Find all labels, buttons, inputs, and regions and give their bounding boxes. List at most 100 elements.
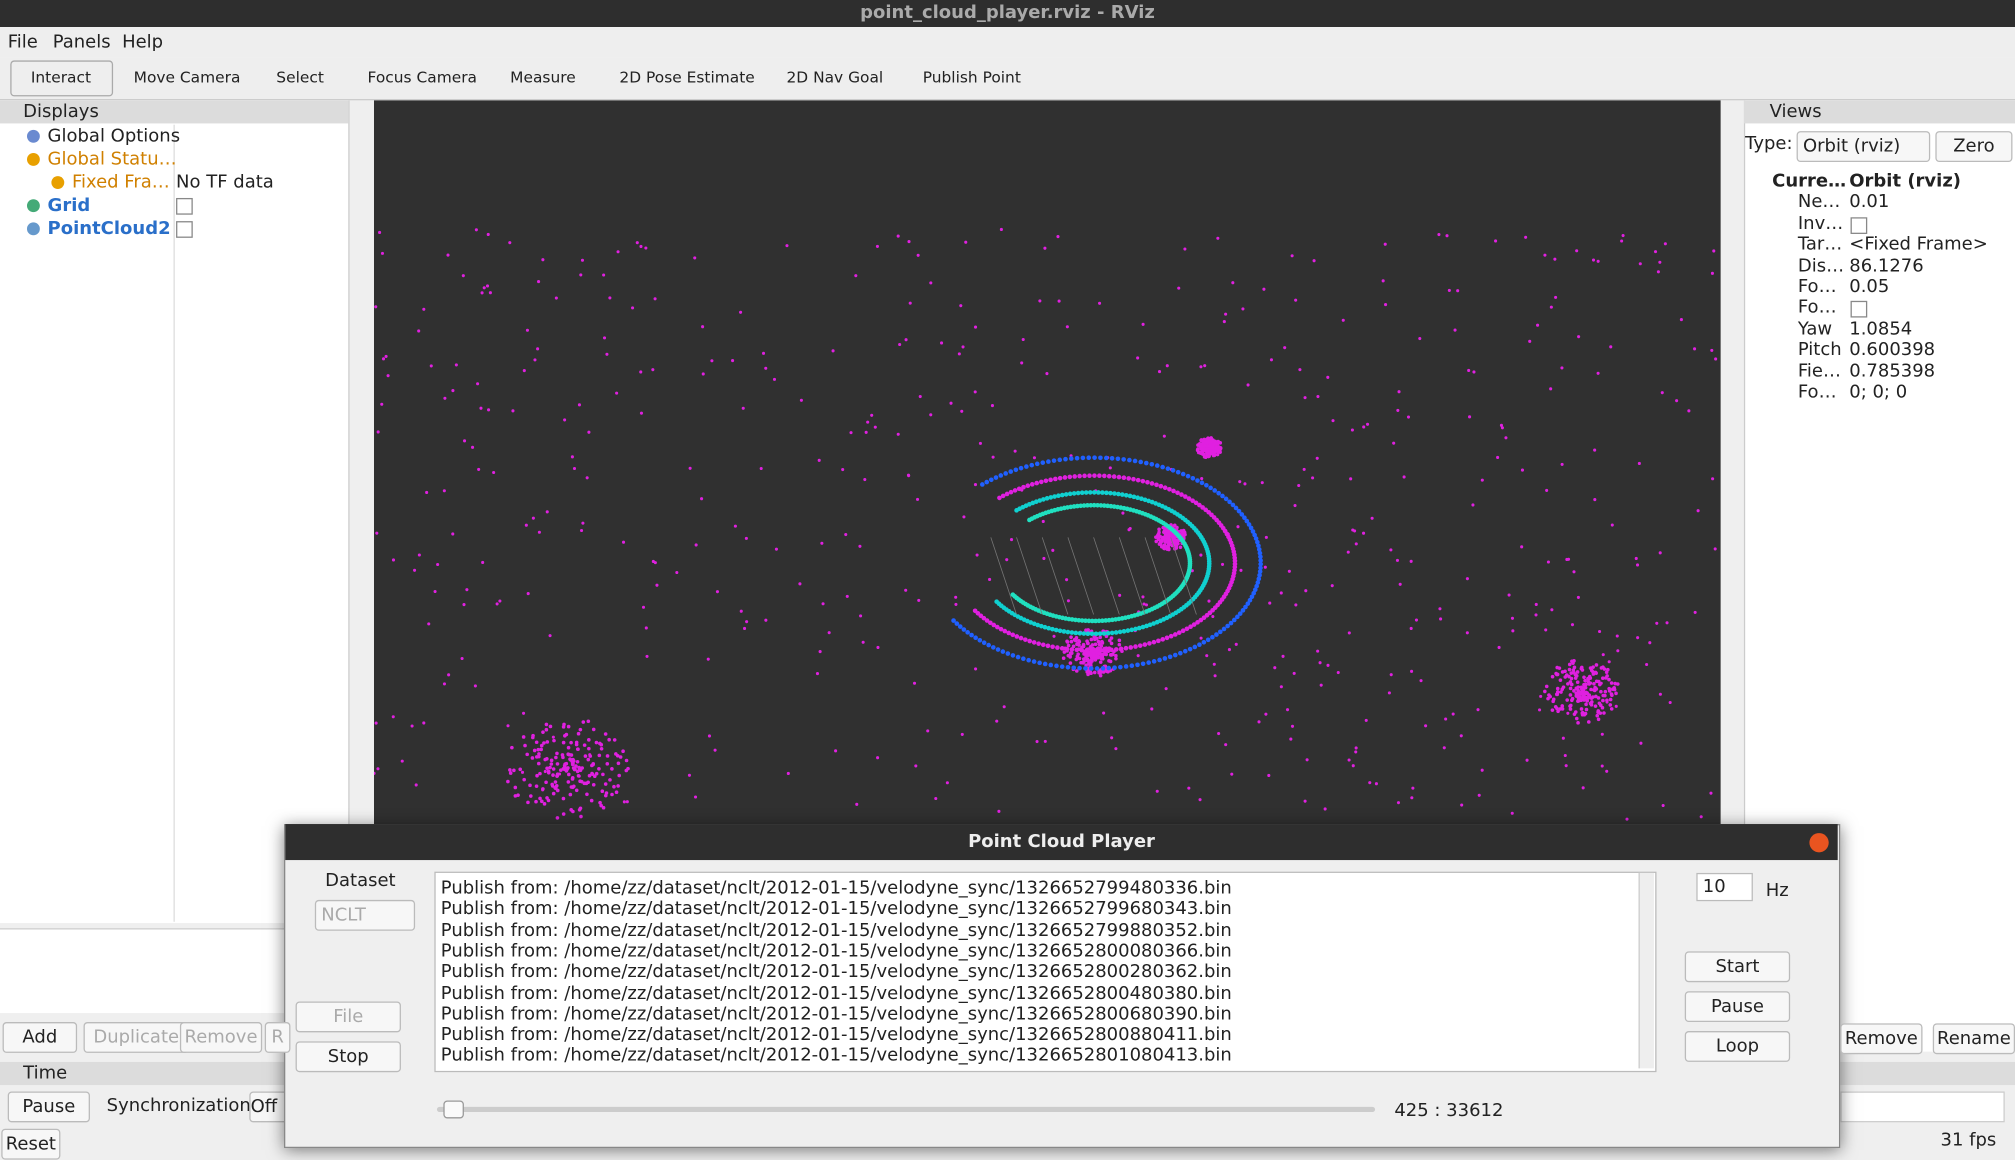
- cloud-point: [1008, 489, 1014, 495]
- checkbox[interactable]: [1850, 217, 1868, 234]
- tool-button[interactable]: Publish Point: [922, 68, 1021, 87]
- cloud-point: [1199, 442, 1204, 447]
- dataset-dropdown[interactable]: NCLT: [314, 899, 416, 931]
- type-dropdown[interactable]: Orbit (rviz): [1796, 131, 1931, 162]
- menu-item[interactable]: Panels: [52, 32, 111, 53]
- property-label[interactable]: Fo…: [1797, 276, 1837, 297]
- cloud-point: [1081, 642, 1086, 647]
- cloud-point: [1544, 628, 1548, 632]
- view-button[interactable]: Remove: [1840, 1023, 1923, 1055]
- property-label[interactable]: Tar…: [1797, 234, 1843, 255]
- scrollbar[interactable]: [1638, 872, 1654, 1069]
- cloud-point: [553, 780, 558, 784]
- display-button[interactable]: Remove: [179, 1022, 263, 1053]
- rate-spinbox[interactable]: 10: [1696, 872, 1753, 902]
- cloud-point: [969, 632, 974, 638]
- cloud-point: [1576, 595, 1580, 599]
- control-button[interactable]: Loop: [1684, 1031, 1791, 1062]
- menu-item[interactable]: Help: [122, 32, 164, 53]
- cloud-point: [1220, 562, 1225, 566]
- property-label[interactable]: Dis…: [1797, 255, 1845, 276]
- control-button[interactable]: Start: [1684, 951, 1791, 983]
- cloud-point: [1096, 639, 1101, 644]
- cloud-point: [1069, 630, 1075, 635]
- property-label[interactable]: Fo…: [1797, 297, 1837, 319]
- cloud-point: [1129, 663, 1135, 669]
- cloud-point: [542, 802, 547, 806]
- display-button[interactable]: Add: [2, 1022, 78, 1053]
- cloud-point: [1038, 299, 1042, 303]
- cloud-point: [534, 740, 539, 745]
- tool-button[interactable]: Select: [276, 68, 324, 87]
- cloud-point: [1298, 368, 1302, 372]
- tool-button[interactable]: Focus Camera: [367, 68, 478, 87]
- tree-icon: [26, 129, 40, 143]
- view-button[interactable]: Rename: [1932, 1023, 2015, 1055]
- progress-slider[interactable]: [436, 1106, 1376, 1113]
- property-label[interactable]: Inv…: [1797, 213, 1844, 234]
- property-label[interactable]: Yaw: [1797, 318, 1833, 340]
- display-label[interactable]: PointCloud2: [47, 218, 171, 240]
- slider-handle[interactable]: [443, 1100, 464, 1119]
- cloud-point: [631, 306, 635, 310]
- display-label[interactable]: Fixed Fra…: [71, 172, 170, 193]
- cloud-point: [1543, 253, 1547, 257]
- display-label[interactable]: Global Options: [47, 125, 181, 147]
- cloud-point: [1192, 644, 1198, 650]
- property-label[interactable]: Fie…: [1797, 360, 1841, 382]
- cloud-point: [616, 250, 620, 254]
- cloud-point: [1010, 592, 1016, 597]
- cloud-point: [1132, 458, 1138, 464]
- zero-button[interactable]: Zero: [1935, 131, 2013, 162]
- cloud-point: [1222, 320, 1226, 324]
- menu-item[interactable]: File: [7, 32, 38, 53]
- property-label[interactable]: Pitch: [1797, 339, 1842, 361]
- display-button[interactable]: Duplicate: [83, 1022, 189, 1053]
- stop-button[interactable]: Stop: [295, 1041, 401, 1073]
- cloud-point: [1190, 498, 1195, 504]
- file-button[interactable]: File: [295, 1001, 401, 1033]
- tool-button[interactable]: Interact: [30, 68, 92, 87]
- checkbox[interactable]: [176, 221, 193, 238]
- tool-button[interactable]: 2D Nav Goal: [786, 68, 884, 87]
- cloud-point: [951, 618, 956, 623]
- cloud-point: [1289, 737, 1293, 741]
- cloud-point: [1056, 493, 1061, 499]
- cloud-point: [1101, 670, 1106, 674]
- cloud-point: [1005, 651, 1011, 656]
- cloud-point: [1598, 629, 1602, 634]
- cloud-point: [1096, 618, 1102, 624]
- tool-button[interactable]: 2D Pose Estimate: [619, 68, 755, 87]
- cloud-point: [1197, 502, 1202, 508]
- tool-active[interactable]: [10, 60, 114, 97]
- cloud-point: [1051, 458, 1057, 463]
- property-label[interactable]: Fo…: [1797, 381, 1837, 403]
- cloud-point: [998, 626, 1004, 632]
- grid-line: [1118, 537, 1146, 615]
- control-button[interactable]: Pause: [1684, 991, 1791, 1023]
- close-button[interactable]: [1809, 833, 1829, 853]
- display-button[interactable]: R: [264, 1022, 291, 1053]
- cloud-point: [1095, 502, 1100, 508]
- cloud-point: [1043, 739, 1047, 743]
- checkbox[interactable]: [1850, 301, 1868, 319]
- cloud-point: [1545, 488, 1549, 492]
- cloud-point: [1118, 593, 1122, 597]
- property-value: <Fixed Frame>: [1849, 234, 1988, 255]
- tool-button[interactable]: Measure: [510, 68, 576, 87]
- cloud-point: [1281, 654, 1285, 658]
- cloud-point: [1591, 258, 1596, 262]
- cloud-point: [561, 755, 565, 760]
- property-label[interactable]: Curre…: [1772, 170, 1847, 192]
- display-label[interactable]: Global Statu…: [47, 149, 177, 170]
- property-label[interactable]: Ne…: [1797, 192, 1841, 213]
- cloud-point: [1176, 630, 1182, 635]
- cloud-point: [538, 771, 542, 776]
- reset-button[interactable]: Reset: [1, 1128, 61, 1160]
- cloud-point: [965, 630, 970, 635]
- display-label[interactable]: Grid: [47, 195, 91, 216]
- pause-button[interactable]: Pause: [7, 1091, 90, 1123]
- checkbox[interactable]: [176, 197, 193, 215]
- tool-button[interactable]: Move Camera: [133, 68, 241, 87]
- cloud-point: [1658, 551, 1662, 555]
